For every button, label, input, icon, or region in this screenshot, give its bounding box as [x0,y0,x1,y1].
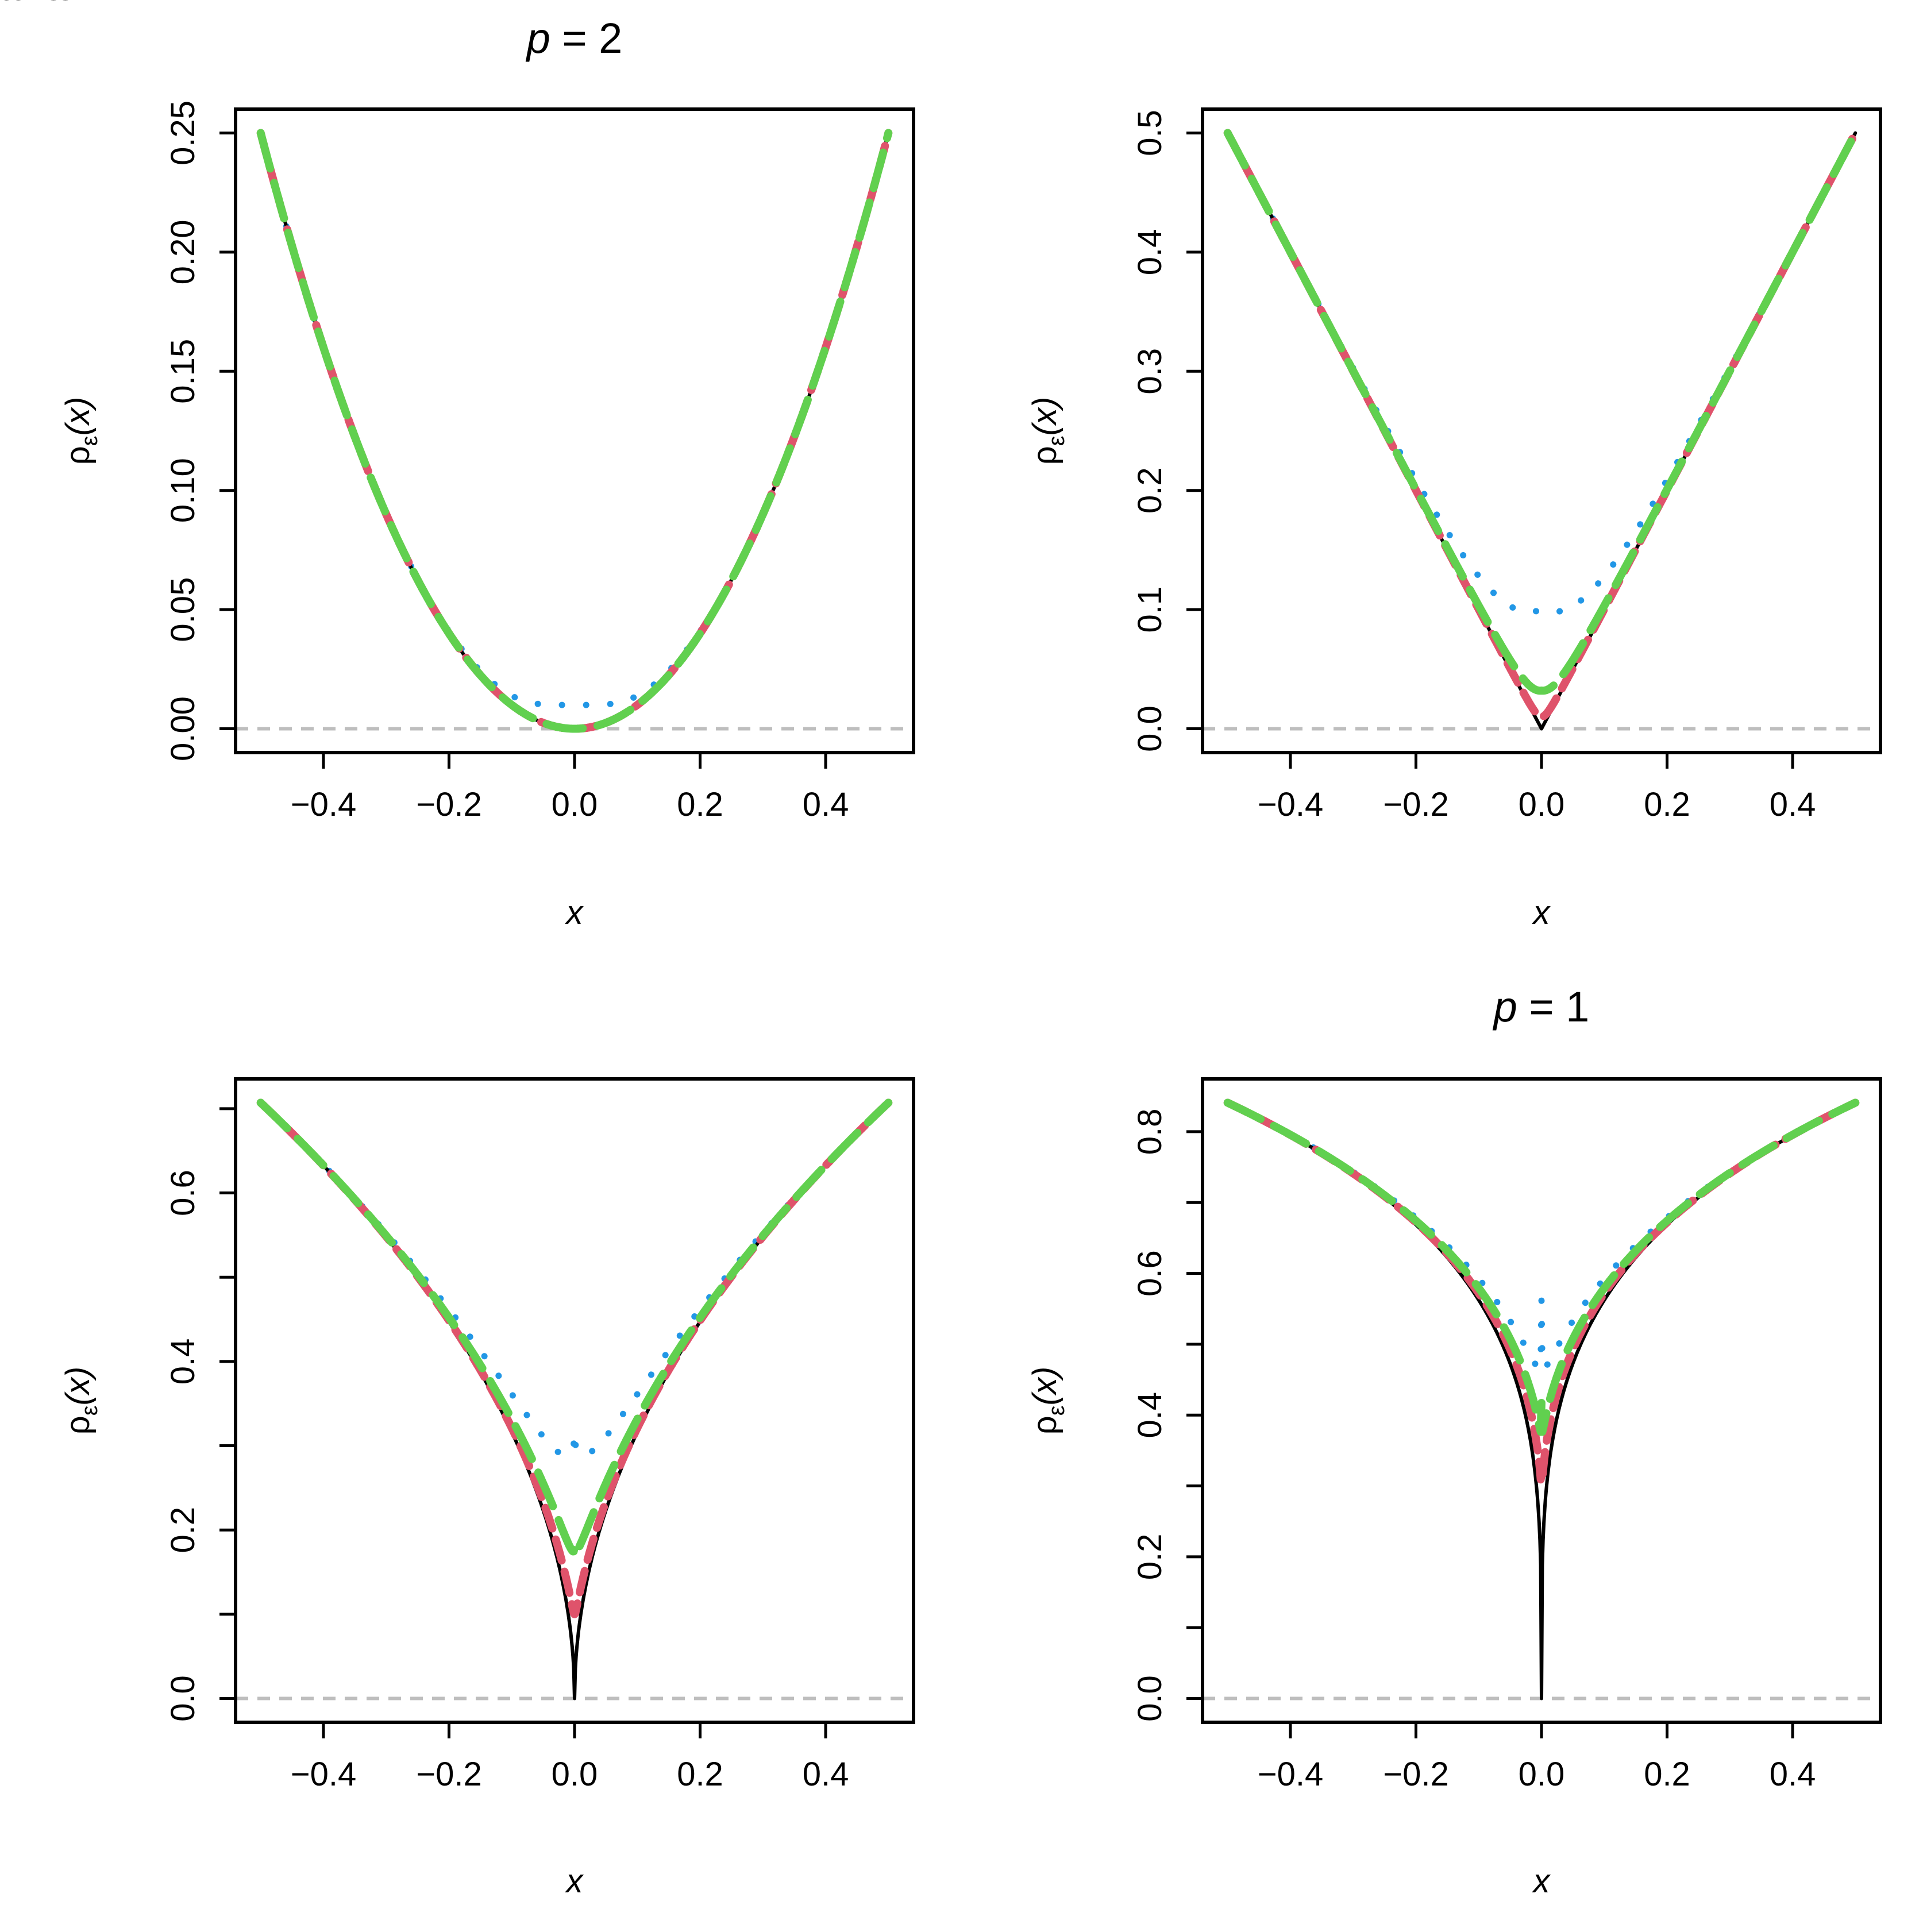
title-value: = 2 [550,14,623,62]
title-variable: p [1493,983,1517,1031]
y-axis-label: ρε(x) [59,1367,102,1434]
title-variable: p [526,14,550,62]
x-tick-label: 0.0 [1519,786,1565,823]
y-tick-label: 0.6 [1131,1250,1169,1297]
series-green-line [256,1098,893,1556]
x-axis-label: x [1532,894,1551,931]
y-label-subscript: ε [1044,1405,1069,1416]
title-value: = 0.5 [0,0,65,9]
y-tick-label: 0.1 [1131,587,1169,633]
y-label-argument: (x) [59,1367,97,1406]
panel-3: p = 0.5−0.4−0.20.00.20.4x0.00.20.40.6ρε(… [0,0,915,1900]
y-tick-label: 0.2 [1131,1534,1169,1580]
y-tick-label: 0.2 [1131,467,1169,514]
series-red-line [1223,129,1860,721]
x-tick-label: 0.4 [803,786,849,823]
series-green-line [256,129,893,733]
y-tick-label: 0.25 [164,101,202,165]
panel-title: p = 0.5 [0,0,65,9]
series-blue-line [1224,1100,1859,1371]
panel-2: p = 1 −0.4 −0.2 0.0 0.2 0.4 x 0.0 0.1 0.2 0.3 0.4 0.… [1026,107,1882,1031]
y-label-argument: (x) [1026,397,1063,436]
x-axis-label: x [565,1862,584,1900]
series-blue-line [257,130,892,708]
y-tick-label: 0.3 [1131,348,1169,395]
y-label-base: ρ [59,1416,97,1434]
y-label-subscript: ε [77,1405,102,1416]
title-value: = 0.25 [0,0,78,9]
y-tick-label: 0.20 [164,219,202,284]
y-label-base: ρ [59,446,97,465]
plot-frame [234,107,915,754]
x-tick-label: −0.4 [1258,786,1324,823]
x-tick-label: −0.2 [416,786,482,823]
y-tick-label: 0.0 [1131,705,1169,752]
series-green-line [1223,129,1860,695]
panel-1: p = 2 −0.4 −0.2 0.0 0.2 0.4 x 0.00 0.05 0.10 0.15 0… [59,14,915,931]
x-tick-label: −0.2 [416,1756,482,1793]
y-tick-label: 0.4 [1131,1392,1169,1439]
x-axis-label: x [565,894,584,931]
x-tick-label: 0.2 [677,786,723,823]
x-tick-label: 0.2 [1644,786,1690,823]
y-tick-label: 0.00 [164,696,202,761]
x-tick-label: 0.4 [1770,786,1816,823]
series-red-line [256,1098,893,1618]
y-label-argument: (x) [1026,1367,1063,1406]
y-label-subscript: ε [1044,435,1069,446]
y-tick-label: 0.4 [1131,229,1169,276]
x-axis-label: x [1532,1862,1551,1900]
panel-title: p = 0.25 [0,0,78,9]
series-green-line [1223,1098,1860,1436]
x-tick-label: −0.4 [291,786,357,823]
x-tick-label: −0.4 [291,1756,357,1793]
y-tick-label: 0.4 [164,1339,202,1385]
panel-title: p = 2 [526,14,623,62]
y-tick-label: 0.15 [164,339,202,404]
y-tick-label: 0.0 [164,1675,202,1722]
plot-frame [1201,107,1882,754]
y-tick-label: 0.10 [164,458,202,523]
y-label-argument: (x) [59,397,97,436]
title-value: = 1 [1517,983,1590,1031]
x-tick-label: 0.0 [552,1756,598,1793]
x-tick-label: 0.4 [803,1756,849,1793]
x-tick-label: −0.2 [1383,1756,1449,1793]
y-axis-label: ρε(x) [1026,397,1069,465]
panel-title: p = 1 [1493,983,1590,1031]
y-axis-label: ρε(x) [1026,1367,1069,1434]
y-tick-label: 0.05 [164,577,202,642]
x-tick-label: 0.0 [552,786,598,823]
y-tick-label: 0.6 [164,1170,202,1216]
x-tick-label: 0.0 [1519,1756,1565,1793]
y-tick-label: 0.2 [164,1507,202,1553]
x-tick-label: −0.4 [1258,1756,1324,1793]
x-tick-label: 0.2 [1644,1756,1690,1793]
x-tick-label: 0.2 [677,1756,723,1793]
x-tick-label: −0.2 [1383,786,1449,823]
y-axis-label: ρε(x) [59,397,102,465]
series-exact-line [1226,131,1858,731]
y-label-base: ρ [1026,1416,1063,1434]
x-tick-label: 0.4 [1770,1756,1816,1793]
y-tick-label: 0.5 [1131,110,1169,156]
y-label-subscript: ε [77,435,102,446]
y-tick-label: 0.8 [1131,1109,1169,1155]
series-blue-line [257,1100,892,1459]
series-blue-line [1224,130,1859,615]
panel-4: p = 0.25 −0.4 −0.2 0.0 0.2 0.4 x 0.0 0.2 0.4 0.6 0.… [0,0,1882,1900]
y-label-base: ρ [1026,446,1063,465]
y-tick-label: 0.0 [1131,1675,1169,1722]
